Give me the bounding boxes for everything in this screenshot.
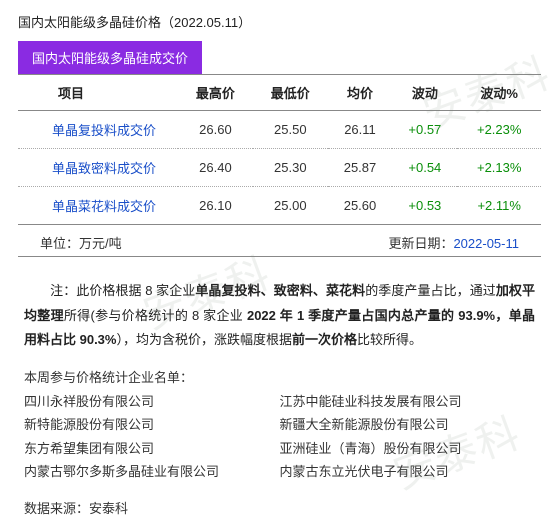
row-chg-pct: +2.23% [457,111,541,149]
col-low: 最低价 [253,75,328,111]
note-block: 注：此价格根据 8 家企业单晶复投料、致密料、菜花料的季度产量占比，通过加权平均… [0,257,559,361]
table-row: 单晶菜花料成交价 26.10 25.00 25.60 +0.53 +2.11% [18,187,541,225]
unit-label: 单位：万元/吨 [40,233,122,252]
row-low: 25.50 [253,111,328,149]
price-table: 项目 最高价 最低价 均价 波动 波动% 单晶复投料成交价 26.60 25.5… [18,74,541,225]
company-list-title: 本周参与价格统计企业名单： [0,361,559,390]
row-high: 26.10 [178,187,253,225]
row-name[interactable]: 单晶菜花料成交价 [18,187,178,225]
row-chg-pct: +2.11% [457,187,541,225]
row-name[interactable]: 单晶致密料成交价 [18,149,178,187]
company-item: 东方希望集团有限公司 [24,437,280,460]
col-avg: 均价 [328,75,393,111]
row-avg: 26.11 [328,111,393,149]
row-low: 25.30 [253,149,328,187]
row-avg: 25.60 [328,187,393,225]
update-date: 2022-05-11 [453,236,519,251]
row-avg: 25.87 [328,149,393,187]
row-name[interactable]: 单晶复投料成交价 [18,111,178,149]
data-source: 数据来源：安泰科 [0,484,559,525]
table-row: 单晶复投料成交价 26.60 25.50 26.11 +0.57 +2.23% [18,111,541,149]
company-item: 新疆大全新能源股份有限公司 [280,413,536,436]
company-item: 江苏中能硅业科技发展有限公司 [280,390,536,413]
company-grid: 四川永祥股份有限公司 新特能源股份有限公司 东方希望集团有限公司 内蒙古鄂尔多斯… [0,390,559,484]
company-item: 新特能源股份有限公司 [24,413,280,436]
row-chg: +0.53 [392,187,457,225]
row-high: 26.40 [178,149,253,187]
col-chg-pct: 波动% [457,75,541,111]
table-footer: 单位：万元/吨 更新日期：2022-05-11 [18,225,541,257]
table-row: 单晶致密料成交价 26.40 25.30 25.87 +0.54 +2.13% [18,149,541,187]
tab-header: 国内太阳能级多晶硅成交价 [18,41,202,74]
row-chg: +0.57 [392,111,457,149]
company-item: 亚洲硅业（青海）股份有限公司 [280,437,536,460]
company-item: 内蒙古东立光伏电子有限公司 [280,460,536,483]
row-chg: +0.54 [392,149,457,187]
company-item: 内蒙古鄂尔多斯多晶硅业有限公司 [24,460,280,483]
col-chg: 波动 [392,75,457,111]
page-title: 国内太阳能级多晶硅价格（2022.05.11） [0,0,559,41]
col-high: 最高价 [178,75,253,111]
update-label: 更新日期： [388,236,453,251]
row-low: 25.00 [253,187,328,225]
row-chg-pct: +2.13% [457,149,541,187]
company-item: 四川永祥股份有限公司 [24,390,280,413]
col-item: 项目 [18,75,178,111]
row-high: 26.60 [178,111,253,149]
